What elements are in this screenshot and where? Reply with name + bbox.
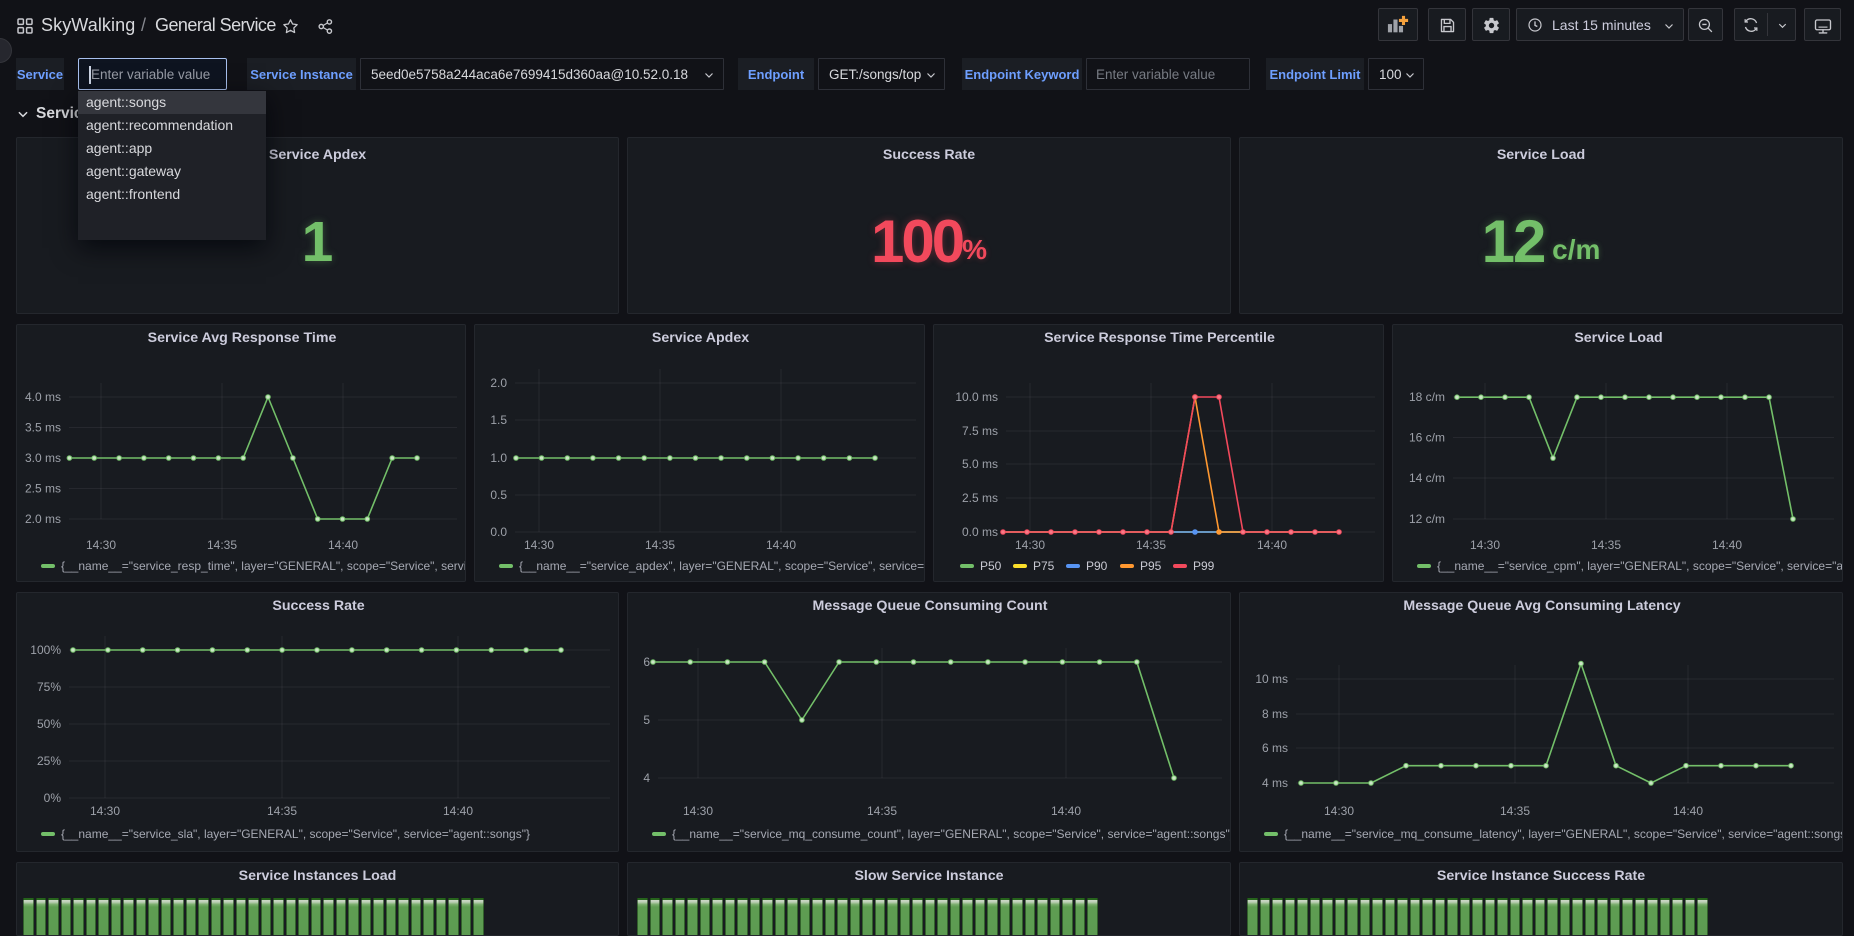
svg-text:7.5 ms: 7.5 ms [962, 424, 998, 438]
svg-text:14:35: 14:35 [1591, 538, 1621, 552]
svg-text:14:40: 14:40 [1051, 804, 1081, 818]
svg-text:10 ms: 10 ms [1255, 672, 1288, 686]
svg-text:3.5 ms: 3.5 ms [25, 421, 61, 435]
svg-text:14:35: 14:35 [207, 538, 237, 552]
svg-text:{__name__="service_cpm", layer: {__name__="service_cpm", layer="GENERAL"… [1437, 559, 1843, 573]
svg-text:14 c/m: 14 c/m [1409, 471, 1445, 485]
svg-text:10.0 ms: 10.0 ms [955, 390, 998, 404]
svg-text:Service Avg Response Time: Service Avg Response Time [148, 330, 337, 346]
svg-text:14:40: 14:40 [1673, 804, 1703, 818]
svg-text:{__name__="service_apdex", lay: {__name__="service_apdex", layer="GENERA… [519, 559, 925, 573]
svg-text:14:30: 14:30 [86, 538, 116, 552]
svg-text:P75: P75 [1033, 559, 1055, 573]
svg-text:Service Apdex: Service Apdex [652, 330, 749, 346]
svg-text:{__name__="service_mq_consume_: {__name__="service_mq_consume_latency", … [1284, 827, 1843, 841]
svg-text:P99: P99 [1193, 559, 1215, 573]
svg-text:14:35: 14:35 [867, 804, 897, 818]
svg-text:5.0 ms: 5.0 ms [962, 457, 998, 471]
svg-text:14:30: 14:30 [1324, 804, 1354, 818]
svg-text:{__name__="service_resp_time",: {__name__="service_resp_time", layer="GE… [61, 559, 466, 573]
svg-text:P95: P95 [1140, 559, 1162, 573]
svg-text:14:35: 14:35 [1136, 538, 1166, 552]
svg-text:0.5: 0.5 [490, 488, 507, 502]
svg-text:0.0: 0.0 [490, 525, 507, 539]
svg-text:14:30: 14:30 [90, 804, 120, 818]
svg-text:25%: 25% [37, 754, 61, 768]
svg-text:14:40: 14:40 [1712, 538, 1742, 552]
svg-text:8 ms: 8 ms [1262, 707, 1288, 721]
svg-text:6 ms: 6 ms [1262, 741, 1288, 755]
svg-text:Message Queue Avg Consuming La: Message Queue Avg Consuming Latency [1403, 598, 1680, 614]
svg-text:75%: 75% [37, 680, 61, 694]
svg-text:4 ms: 4 ms [1262, 776, 1288, 790]
svg-text:{__name__="service_sla", layer: {__name__="service_sla", layer="GENERAL"… [61, 827, 530, 841]
svg-text:12 c/m: 12 c/m [1409, 512, 1445, 526]
svg-text:Service Response Time Percenti: Service Response Time Percentile [1044, 330, 1275, 346]
svg-text:6: 6 [643, 655, 650, 669]
svg-text:14:30: 14:30 [1015, 538, 1045, 552]
svg-text:2.0 ms: 2.0 ms [25, 512, 61, 526]
svg-text:P50: P50 [980, 559, 1002, 573]
svg-text:P90: P90 [1086, 559, 1108, 573]
svg-text:14:40: 14:40 [443, 804, 473, 818]
svg-text:2.0: 2.0 [490, 376, 507, 390]
svg-text:0.0 ms: 0.0 ms [962, 525, 998, 539]
svg-text:14:30: 14:30 [683, 804, 713, 818]
svg-text:14:40: 14:40 [766, 538, 796, 552]
svg-text:4: 4 [643, 771, 650, 785]
svg-text:Service Load: Service Load [1574, 330, 1662, 346]
svg-text:14:40: 14:40 [1257, 538, 1287, 552]
svg-text:{__name__="service_mq_consume_: {__name__="service_mq_consume_count", la… [672, 827, 1231, 841]
svg-text:50%: 50% [37, 717, 61, 731]
svg-text:18 c/m: 18 c/m [1409, 390, 1445, 404]
svg-text:16 c/m: 16 c/m [1409, 431, 1445, 445]
svg-text:3.0 ms: 3.0 ms [25, 451, 61, 465]
svg-text:4.0 ms: 4.0 ms [25, 390, 61, 404]
svg-text:14:35: 14:35 [645, 538, 675, 552]
svg-text:1.5: 1.5 [490, 413, 507, 427]
svg-text:2.5 ms: 2.5 ms [25, 482, 61, 496]
svg-text:14:40: 14:40 [328, 538, 358, 552]
svg-text:Success Rate: Success Rate [272, 598, 364, 614]
svg-text:2.5 ms: 2.5 ms [962, 491, 998, 505]
svg-text:1.0: 1.0 [490, 451, 507, 465]
svg-text:0%: 0% [44, 791, 62, 805]
svg-text:Message Queue Consuming Count: Message Queue Consuming Count [813, 598, 1048, 614]
svg-text:14:35: 14:35 [267, 804, 297, 818]
svg-text:100%: 100% [30, 643, 61, 657]
svg-text:5: 5 [643, 713, 650, 727]
svg-text:14:35: 14:35 [1500, 804, 1530, 818]
svg-text:14:30: 14:30 [524, 538, 554, 552]
svg-text:14:30: 14:30 [1470, 538, 1500, 552]
